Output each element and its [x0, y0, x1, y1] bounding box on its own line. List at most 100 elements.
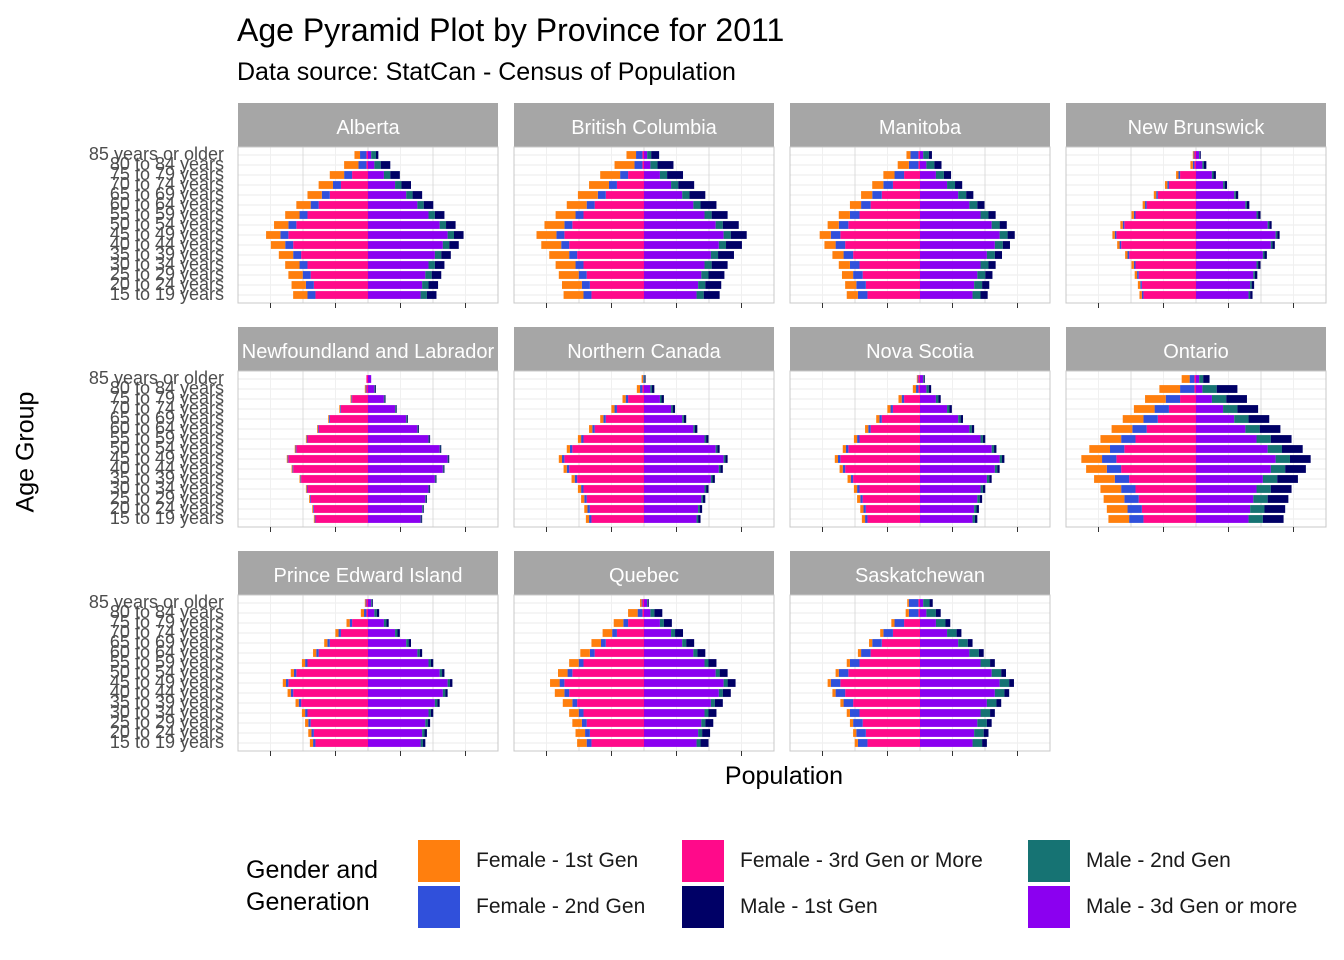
bar-male-2nd-gen [1248, 291, 1251, 299]
bar-male-1st-gen [448, 455, 450, 463]
bar-male-3d-gen-or-more [644, 425, 694, 433]
bar-male-2nd-gen [947, 629, 957, 637]
bar-female-2nd-gen [310, 201, 319, 209]
bar-female-2nd-gen [564, 221, 573, 229]
bar-female-2nd-gen [351, 395, 353, 403]
bar-male-2nd-gen [723, 231, 731, 239]
bar-male-2nd-gen [704, 485, 707, 493]
bar-female-1st-gen [1145, 395, 1166, 403]
bar-male-3d-gen-or-more [1196, 291, 1249, 299]
bar-female-2nd-gen [838, 221, 849, 229]
y-tick-label: 40 to 44 years [110, 458, 224, 478]
bar-male-2nd-gen [958, 415, 961, 423]
bar-male-2nd-gen [1256, 261, 1259, 269]
bar-female-2nd-gen [890, 405, 893, 413]
bar-female-2nd-gen [845, 445, 849, 453]
bar-female-2nd-gen [290, 689, 294, 697]
bar-male-3d-gen-or-more [920, 679, 1000, 687]
bar-male-1st-gen [427, 719, 431, 727]
bar-male-2nd-gen [374, 161, 381, 169]
bar-female-1st-gen [853, 435, 858, 443]
legend-swatch [682, 840, 724, 882]
y-tick-label: 35 to 39 years [110, 468, 224, 488]
bar-male-3d-gen-or-more [644, 191, 683, 199]
bar-male-2nd-gen [1223, 405, 1238, 413]
bar-female-1st-gen [566, 201, 587, 209]
bar-male-1st-gen [698, 515, 701, 523]
bar-female-1st-gen [309, 495, 310, 503]
bar-male-3d-gen-or-more [644, 221, 716, 229]
bar-male-2nd-gen [682, 415, 684, 423]
bar-male-1st-gen [1264, 251, 1267, 259]
bar-female-3rd-gen-or-more [315, 291, 368, 299]
bar-male-2nd-gen [926, 385, 929, 393]
bar-female-3rd-gen-or-more [848, 445, 920, 453]
bar-female-3rd-gen-or-more [840, 231, 920, 239]
bar-female-3rd-gen-or-more [586, 719, 644, 727]
bar-male-2nd-gen [659, 171, 668, 179]
bar-male-3d-gen-or-more [644, 639, 683, 647]
bar-male-1st-gen [647, 599, 649, 607]
bar-female-3rd-gen-or-more [862, 271, 920, 279]
y-tick-label: 60 to 64 years [110, 418, 224, 438]
bar-female-2nd-gen [365, 385, 367, 393]
y-tick-label: 45 to 49 years [110, 448, 224, 468]
bar-female-1st-gen [296, 201, 311, 209]
panel-border [513, 594, 775, 752]
facet-strip-label: Newfoundland and Labrador [242, 341, 495, 363]
y-tick-label: 75 to 79 years [110, 612, 224, 632]
facet-strip-label: Nova Scotia [866, 341, 975, 363]
bar-female-2nd-gen [581, 485, 584, 493]
bar-female-2nd-gen [1145, 201, 1147, 209]
bar-male-3d-gen-or-more [920, 709, 981, 717]
facet-strip [1066, 103, 1326, 147]
bar-male-1st-gen [434, 211, 445, 219]
bar-male-2nd-gen [395, 181, 402, 189]
bar-male-3d-gen-or-more [1196, 161, 1203, 169]
bar-female-3rd-gen-or-more [867, 515, 920, 523]
bar-female-2nd-gen [349, 619, 353, 627]
bar-male-2nd-gen [1234, 415, 1249, 423]
bar-female-1st-gen [1094, 475, 1115, 483]
bar-male-1st-gen [672, 405, 676, 413]
bar-female-3rd-gen-or-more [845, 241, 920, 249]
bar-male-2nd-gen [1256, 435, 1271, 443]
bar-female-3rd-gen-or-more [315, 739, 368, 747]
bar-female-1st-gen [880, 629, 884, 637]
bar-male-3d-gen-or-more [920, 211, 981, 219]
bar-male-2nd-gen [1262, 251, 1265, 259]
bar-female-1st-gen [628, 609, 638, 617]
bar-female-3rd-gen-or-more [870, 649, 920, 657]
bar-female-2nd-gen [306, 485, 308, 493]
bar-female-1st-gen [266, 231, 281, 239]
bar-male-2nd-gen [1248, 515, 1263, 523]
bar-female-3rd-gen-or-more [853, 475, 920, 483]
bar-female-2nd-gen [1119, 241, 1122, 249]
bar-male-1st-gen [1235, 191, 1239, 199]
y-tick-label: 55 to 59 years [110, 428, 224, 448]
bar-female-2nd-gen [561, 241, 570, 249]
bar-male-3d-gen-or-more [368, 261, 429, 269]
bar-male-1st-gen [934, 161, 942, 169]
bar-male-3d-gen-or-more [368, 251, 435, 259]
bar-male-1st-gen [711, 261, 728, 269]
y-tick-label: 60 to 64 years [110, 642, 224, 662]
bar-female-2nd-gen [879, 415, 882, 423]
y-tick-label: 60 to 64 years [110, 194, 224, 214]
bar-female-2nd-gen [574, 475, 578, 483]
bar-female-2nd-gen [307, 291, 316, 299]
bar-male-1st-gen [983, 729, 989, 737]
legend-label: Female - 2nd Gen [476, 895, 646, 918]
bar-female-1st-gen [360, 609, 365, 617]
bar-female-2nd-gen [293, 669, 297, 677]
bar-female-1st-gen [640, 599, 642, 607]
bar-female-1st-gen [1111, 425, 1133, 433]
bar-male-1st-gen [1277, 475, 1298, 483]
bar-male-3d-gen-or-more [368, 395, 384, 403]
bar-male-2nd-gen [1256, 485, 1271, 493]
bar-female-1st-gen [307, 191, 322, 199]
bar-male-3d-gen-or-more [368, 291, 421, 299]
bar-female-1st-gen [861, 515, 866, 523]
bar-female-3rd-gen-or-more [594, 425, 644, 433]
bar-female-1st-gen [1192, 151, 1194, 159]
